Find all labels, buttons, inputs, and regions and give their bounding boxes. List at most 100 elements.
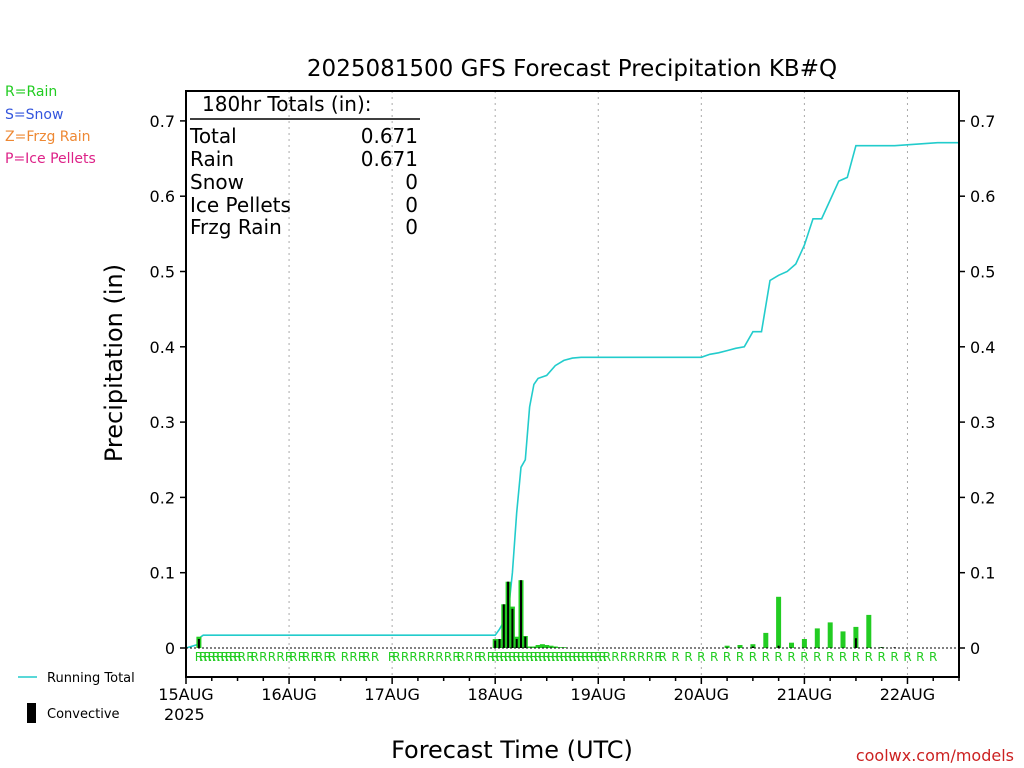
rain-mark: R: [671, 650, 679, 664]
rain-mark: R: [581, 650, 589, 664]
y-tick-label-left: 0.7: [150, 112, 175, 131]
vertical-gridlines: [288, 91, 908, 677]
rain-mark: R: [302, 650, 310, 664]
rain-bar: [535, 645, 541, 648]
rain-mark: R: [530, 650, 538, 664]
totals-value-total: 0.671: [361, 124, 418, 148]
rain-mark: R: [697, 650, 705, 664]
rain-mark: R: [427, 650, 435, 664]
rain-mark: R: [813, 650, 821, 664]
rain-bar: [866, 614, 872, 648]
rain-mark: R: [547, 650, 555, 664]
rain-mark: R: [525, 650, 533, 664]
rain-mark: R: [878, 650, 886, 664]
rain-mark: R: [826, 650, 834, 664]
rain-mark: R: [199, 650, 207, 664]
totals-value-rain: 0.671: [361, 147, 418, 171]
legend-rain: R=Rain: [5, 84, 57, 100]
rain-mark: R: [298, 650, 306, 664]
totals-value-snow: 0: [405, 170, 418, 194]
rain-mark: R: [598, 650, 606, 664]
rain-mark: R: [723, 650, 731, 664]
rain-mark: R: [362, 650, 370, 664]
rain-mark: R: [238, 650, 246, 664]
convective-bar: [498, 639, 501, 648]
rain-mark: R: [590, 650, 598, 664]
y-tick-label-left: 0: [165, 639, 175, 658]
rain-mark: R: [324, 650, 332, 664]
rain-mark: R: [229, 650, 237, 664]
x-tick-label: 16AUG: [261, 685, 316, 704]
convective-bar: [854, 638, 857, 648]
legend-ice-pellets: P=Ice Pellets: [5, 151, 96, 167]
rain-mark: R: [315, 650, 323, 664]
rain-bar: [531, 646, 537, 648]
x-tick-label: 15AUG: [158, 685, 213, 704]
rain-mark: R: [311, 650, 319, 664]
rain-mark: R: [246, 650, 254, 664]
rain-mark: R: [208, 650, 216, 664]
running-total-series: [185, 141, 959, 649]
x-tick-label: 19AUG: [571, 685, 626, 704]
rain-mark: R: [555, 650, 563, 664]
y-axis-label: Precipitation (in): [100, 264, 128, 462]
convective-bar: [880, 647, 883, 648]
convective-bar: [751, 646, 754, 648]
rain-mark: R: [212, 650, 220, 664]
rain-mark: R: [251, 650, 259, 664]
rain-mark: R: [341, 650, 349, 664]
rain-mark: R: [457, 650, 465, 664]
x-tick-label: 21AUG: [777, 685, 832, 704]
y-tick-label-right: 0.7: [970, 112, 995, 131]
rain-bar: [539, 644, 545, 648]
rain-mark: R: [233, 650, 241, 664]
rain-mark: R: [358, 650, 366, 664]
rain-mark: R: [929, 650, 937, 664]
rain-mark: R: [762, 650, 770, 664]
y-tick-label-right: 0.3: [970, 413, 995, 432]
rain-mark: R: [401, 650, 409, 664]
rain-bar: [789, 642, 794, 648]
x-axis-label: Forecast Time (UTC): [391, 736, 633, 764]
y-tick-label-right: 0.4: [970, 338, 995, 357]
convective-legend-label: Convective: [47, 707, 120, 722]
totals-label-ice-pellets: Ice Pellets: [190, 193, 291, 217]
rain-bar: [544, 645, 550, 648]
y-tick-label-right: 0.5: [970, 263, 995, 282]
rain-mark: R: [628, 650, 636, 664]
rain-mark: R: [268, 650, 276, 664]
rain-mark: R: [903, 650, 911, 664]
rain-mark: R: [573, 650, 581, 664]
convective-bar: [197, 639, 200, 648]
rain-mark: R: [659, 650, 667, 664]
rain-mark: R: [586, 650, 594, 664]
rain-mark: R: [216, 650, 224, 664]
totals-label-frzg-rain: Frzg Rain: [190, 215, 282, 239]
convective-bar: [524, 636, 527, 648]
totals-label-total: Total: [189, 124, 237, 148]
rain-mark: R: [521, 650, 529, 664]
x-tick-label: 20AUG: [674, 685, 729, 704]
rain-mark: R: [203, 650, 211, 664]
rain-mark: R: [435, 650, 443, 664]
year-label: 2025: [164, 705, 205, 724]
legend-snow: S=Snow: [5, 107, 63, 123]
rain-mark: R: [564, 650, 572, 664]
rain-bar: [801, 639, 807, 648]
rain-mark: R: [749, 650, 757, 664]
rain-bar: [737, 645, 743, 648]
totals-value-frzg-rain: 0: [405, 215, 418, 239]
running-total-line: [185, 141, 959, 649]
rain-mark: R: [276, 650, 284, 664]
rain-mark: R: [328, 650, 336, 664]
x-tick-label: 17AUG: [364, 685, 419, 704]
rain-mark: R: [409, 650, 417, 664]
rain-mark: R: [491, 650, 499, 664]
rain-mark: R: [444, 650, 452, 664]
rain-mark: R: [285, 650, 293, 664]
totals-value-ice-pellets: 0: [405, 193, 418, 217]
rain-bar: [750, 644, 756, 648]
rain-mark: R: [517, 650, 525, 664]
